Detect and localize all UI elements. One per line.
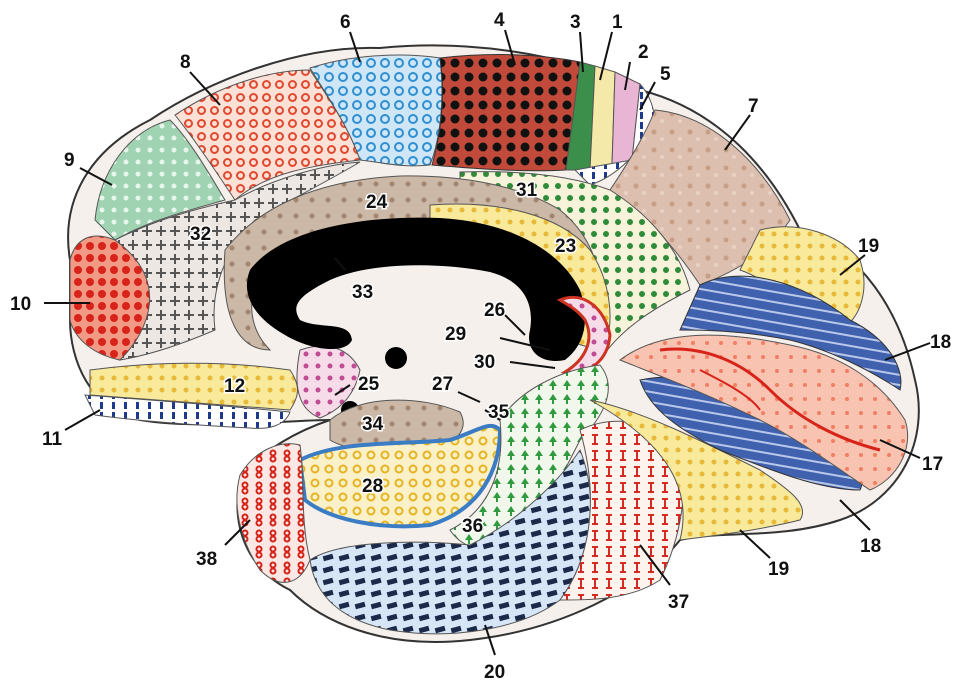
area-19-lower-region (589, 399, 803, 541)
area-6-region (309, 54, 443, 167)
label-area-9: 9 (64, 150, 75, 171)
landmark-dot-upper (385, 347, 407, 369)
label-area-30: 30 (474, 352, 495, 373)
area-labels: 1 2 3 4 5 6 7 8 9 10 11 12 17 18 18 19 1… (9, 9, 953, 683)
label-area-8: 8 (180, 52, 191, 73)
label-area-23: 23 (555, 236, 576, 257)
area-4-region (431, 54, 581, 172)
corpus-callosum (246, 217, 585, 361)
label-area-36: 36 (462, 516, 483, 537)
label-area-31: 31 (516, 180, 538, 201)
label-area-7: 7 (748, 96, 759, 117)
label-area-35: 35 (488, 402, 510, 423)
area-38-region (236, 443, 311, 583)
area-25-region (296, 345, 361, 419)
label-area-38: 38 (196, 549, 217, 570)
label-area-11: 11 (42, 429, 63, 450)
area-28-region (297, 423, 503, 529)
label-area-34: 34 (362, 414, 384, 435)
label-area-33: 33 (352, 282, 373, 303)
label-area-5: 5 (660, 64, 671, 85)
calcarine-vessel (659, 347, 881, 452)
label-area-24: 24 (366, 192, 388, 213)
label-area-29: 29 (445, 324, 466, 345)
label-area-25: 25 (358, 374, 380, 395)
label-area-3: 3 (570, 12, 581, 33)
area-1-region (589, 65, 616, 171)
area-11-region (84, 394, 291, 429)
label-area-32: 32 (190, 224, 211, 245)
label-area-12: 12 (224, 376, 245, 397)
label-area-26: 26 (484, 300, 505, 321)
label-area-19-upper: 19 (858, 236, 879, 257)
label-area-19-lower: 19 (768, 559, 789, 580)
area-17-region (618, 334, 909, 491)
label-area-18-lower: 18 (860, 536, 881, 557)
label-area-4: 4 (494, 10, 505, 31)
area-9-region (94, 119, 226, 241)
label-area-37: 37 (668, 592, 689, 613)
label-area-1: 1 (612, 12, 623, 33)
calcarine-vessel-2 (699, 369, 761, 411)
label-area-20: 20 (484, 662, 505, 683)
label-area-27: 27 (432, 374, 453, 395)
label-area-18-upper: 18 (930, 332, 951, 353)
leader-lines (44, 29, 931, 656)
label-area-17: 17 (922, 454, 943, 475)
area-29-30-region (556, 296, 612, 374)
label-area-6: 6 (340, 12, 351, 33)
label-area-2: 2 (638, 42, 649, 63)
label-area-28: 28 (362, 476, 383, 497)
label-area-10: 10 (10, 294, 31, 315)
